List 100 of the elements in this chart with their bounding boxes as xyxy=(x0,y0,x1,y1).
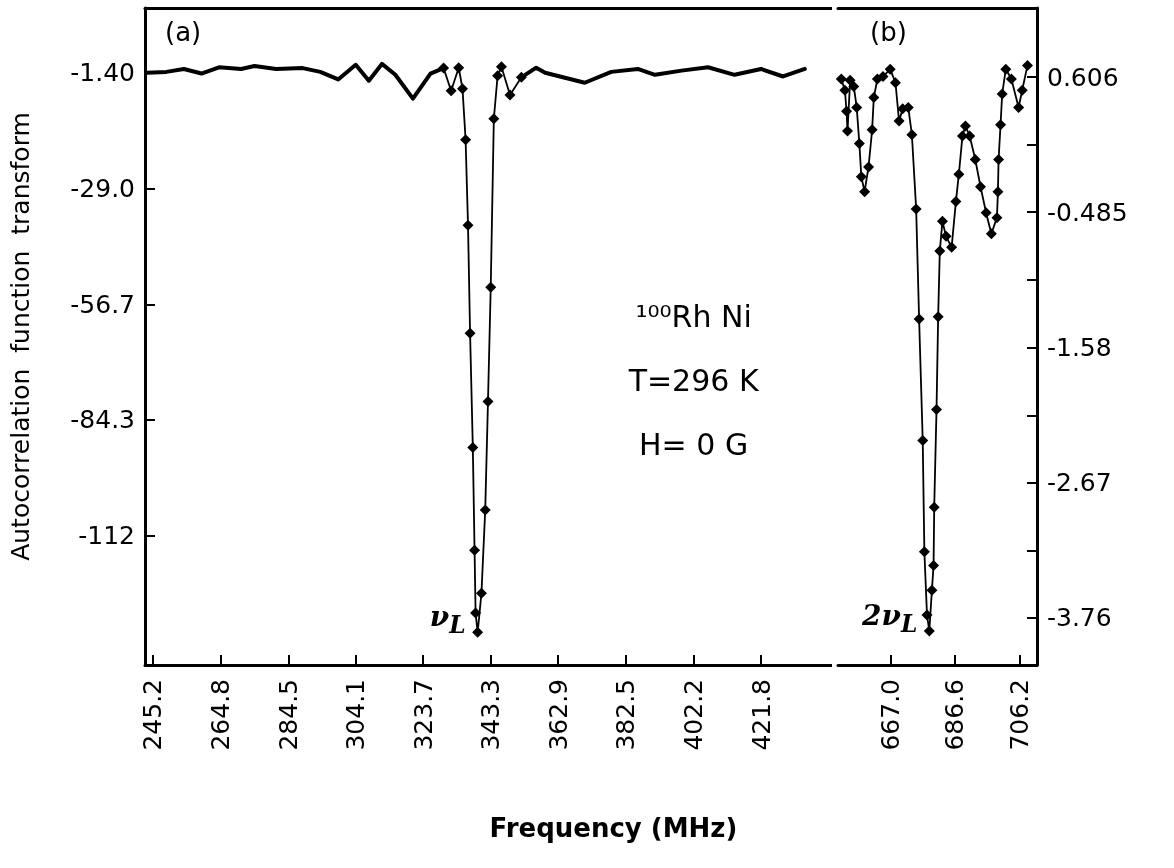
point xyxy=(482,396,494,408)
y-tick-label: -3.76 xyxy=(1047,602,1112,632)
annotation: H= 0 G xyxy=(639,426,749,462)
point xyxy=(445,85,457,97)
point xyxy=(488,113,500,125)
annotation: ¹⁰⁰Rh Ni xyxy=(635,298,752,334)
y-tick-label: -56.7 xyxy=(70,289,135,319)
point xyxy=(995,119,1007,131)
point xyxy=(992,186,1004,198)
point xyxy=(936,215,948,227)
point xyxy=(884,63,896,75)
x-tick-label: 706.2 xyxy=(1004,679,1034,751)
x-tick-label: 304.1 xyxy=(341,679,371,751)
point xyxy=(1005,73,1017,85)
point xyxy=(932,311,944,323)
annotation: (b) xyxy=(870,17,907,47)
point xyxy=(889,77,901,89)
x-axis-title: Frequency (MHz) xyxy=(489,813,738,843)
point xyxy=(926,584,938,596)
point xyxy=(991,212,1003,224)
point xyxy=(842,125,854,137)
annotation: T=296 K xyxy=(627,362,760,398)
y-tick-label: -1.40 xyxy=(70,58,135,88)
y-tick-label: -0.485 xyxy=(1047,197,1128,227)
annotation: ν$_{L}$ xyxy=(429,600,466,640)
point xyxy=(950,196,962,208)
point xyxy=(1000,63,1012,75)
point xyxy=(851,102,863,113)
point xyxy=(893,115,905,127)
point xyxy=(863,161,875,173)
point xyxy=(996,88,1008,100)
point xyxy=(868,92,880,104)
point xyxy=(453,62,465,74)
point xyxy=(515,71,527,83)
point xyxy=(464,327,476,339)
point xyxy=(980,207,992,219)
y-tick-label: -29.0 xyxy=(70,173,135,203)
point xyxy=(921,609,933,621)
x-tick-label: 343.3 xyxy=(476,679,506,751)
point xyxy=(931,403,943,415)
x-tick-label: 667.0 xyxy=(876,679,906,751)
point xyxy=(859,186,871,198)
annotation: 2ν$_{L}$ xyxy=(861,598,918,639)
point xyxy=(1013,102,1025,113)
annotation: (a) xyxy=(165,17,202,47)
point xyxy=(835,73,847,85)
point xyxy=(479,504,491,516)
point xyxy=(985,228,997,240)
x-tick-label: 264.8 xyxy=(205,679,235,751)
x-tick-label: 402.2 xyxy=(679,679,709,751)
point xyxy=(917,434,929,446)
y-tick-label: -1.58 xyxy=(1047,333,1112,363)
x-tick-label: 382.5 xyxy=(611,679,641,751)
point xyxy=(923,625,935,637)
y-tick-label: -112 xyxy=(78,521,135,551)
point xyxy=(475,587,487,599)
point xyxy=(959,120,971,132)
y-tick-label: -84.3 xyxy=(70,405,135,435)
y-tick-label: 0.606 xyxy=(1047,62,1119,92)
point xyxy=(495,61,507,73)
point xyxy=(1021,59,1033,71)
point xyxy=(470,607,482,619)
point xyxy=(913,313,925,325)
y-tick-label: -2.67 xyxy=(1047,467,1112,497)
x-tick-label: 284.5 xyxy=(273,679,303,751)
x-tick-label: 362.9 xyxy=(543,679,573,751)
point xyxy=(492,70,504,82)
point xyxy=(953,168,965,180)
point xyxy=(975,181,987,193)
point xyxy=(848,80,860,92)
point xyxy=(918,546,930,558)
point xyxy=(469,544,481,556)
point xyxy=(462,219,474,231)
point xyxy=(460,134,472,146)
point xyxy=(993,153,1005,165)
x-tick-label: 323.7 xyxy=(408,679,438,751)
point xyxy=(940,230,952,242)
point xyxy=(839,84,851,96)
point xyxy=(472,626,484,638)
point xyxy=(928,501,940,513)
point xyxy=(853,137,865,149)
point xyxy=(841,105,853,117)
point xyxy=(946,241,958,253)
point xyxy=(906,129,918,141)
point xyxy=(457,83,468,95)
point xyxy=(969,153,981,165)
point xyxy=(504,89,516,101)
y-axis-title: Autocorrelation function transform xyxy=(6,112,35,561)
point xyxy=(438,62,450,74)
point xyxy=(485,281,497,293)
point xyxy=(928,559,940,571)
x-tick-label: 245.2 xyxy=(138,679,168,751)
x-tick-label: 421.8 xyxy=(746,679,776,751)
point xyxy=(934,245,946,257)
point xyxy=(855,171,867,183)
point xyxy=(866,124,878,136)
point xyxy=(910,203,922,215)
point xyxy=(1016,84,1028,96)
x-tick-label: 686.6 xyxy=(940,679,970,751)
point xyxy=(467,442,479,454)
